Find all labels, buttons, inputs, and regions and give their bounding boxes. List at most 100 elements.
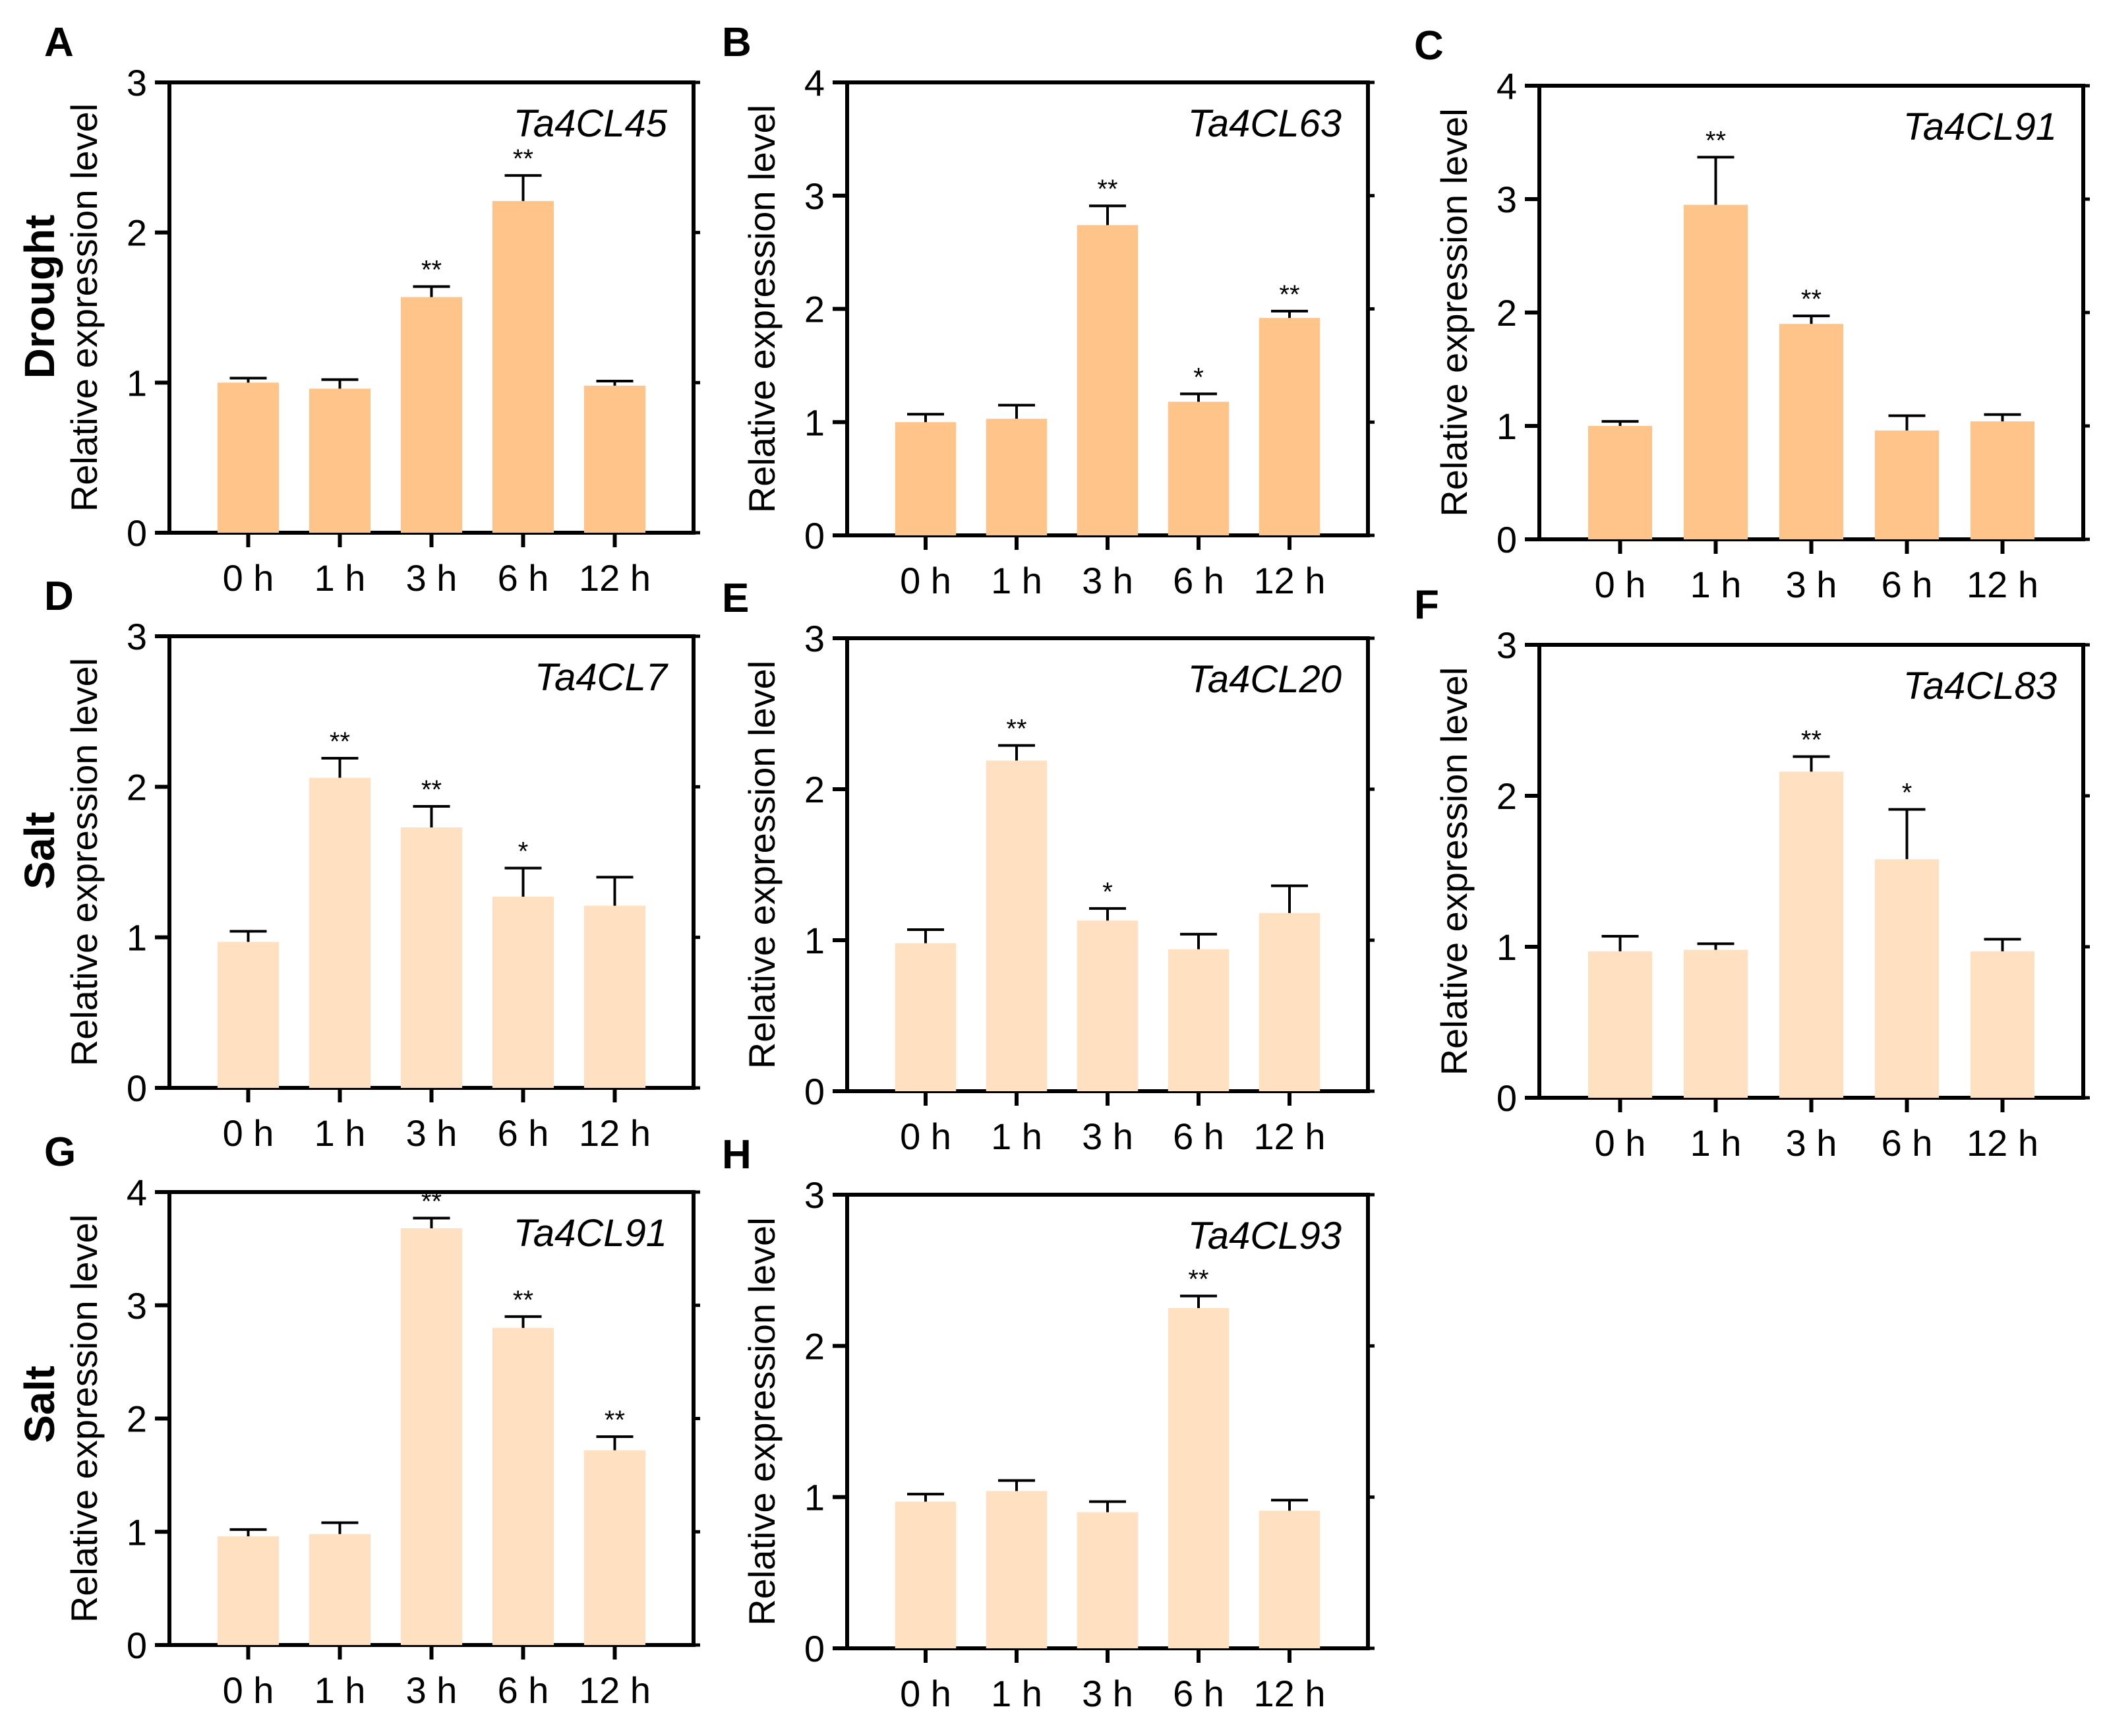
bar — [583, 905, 646, 1088]
panel-letter: A — [44, 20, 74, 65]
x-tick-label: 3 h — [406, 1112, 458, 1154]
x-tick-label: 0 h — [223, 1112, 274, 1154]
bar — [400, 827, 463, 1088]
significance-label: ** — [1705, 126, 1726, 155]
bar — [492, 1328, 554, 1645]
bar — [1168, 402, 1230, 535]
bar — [217, 942, 280, 1088]
x-tick-label: 6 h — [1173, 560, 1224, 601]
chart-title: Ta4CL20 — [1188, 658, 1342, 701]
y-tick-label: 4 — [127, 1172, 147, 1213]
x-tick-label: 0 h — [223, 557, 274, 599]
panel-f: F 0 1 2 3 Relative expression level Ta4CL83 0 h… — [1414, 582, 2090, 1164]
y-tick-label: 3 — [804, 618, 825, 659]
chart-title: Ta4CL93 — [1188, 1214, 1342, 1257]
row-label-drought: Drought — [16, 215, 63, 379]
significance-label: ** — [421, 775, 442, 804]
x-tick-label: 0 h — [223, 1669, 274, 1711]
bar — [1970, 421, 2035, 539]
y-axis-label: Relative expression level — [1433, 667, 1475, 1075]
significance-label: ** — [421, 1187, 442, 1216]
bar — [986, 1491, 1048, 1648]
y-tick-label: 2 — [1497, 775, 1517, 817]
bar — [217, 1536, 280, 1645]
x-tick-label: 3 h — [406, 1669, 458, 1711]
chart-title: Ta4CL7 — [535, 656, 669, 699]
panel-letter: D — [44, 574, 74, 619]
chart-title: Ta4CL63 — [1188, 102, 1342, 145]
row-label-salt-2: Salt — [16, 1365, 63, 1443]
x-tick-label: 6 h — [1882, 1122, 1933, 1164]
bar — [217, 382, 280, 533]
y-axis-label: Relative expression level — [63, 658, 105, 1066]
bar — [895, 943, 957, 1091]
y-tick-label: 3 — [1497, 179, 1517, 220]
x-tick-label: 3 h — [1082, 560, 1133, 601]
bar — [1779, 324, 1844, 539]
bar — [986, 419, 1048, 535]
bar — [492, 200, 554, 533]
x-tick-label: 12 h — [1254, 1673, 1326, 1714]
x-tick-label: 6 h — [1173, 1673, 1224, 1714]
bar — [1259, 1511, 1320, 1648]
bar — [1587, 426, 1653, 539]
x-tick-label: 1 h — [314, 1112, 366, 1154]
y-axis-label: Relative expression level — [741, 105, 783, 513]
y-tick-label: 0 — [804, 1628, 825, 1669]
significance-label: ** — [1801, 285, 1822, 314]
significance-label: ** — [1006, 715, 1026, 744]
x-tick-label: 0 h — [900, 560, 951, 601]
significance-label: * — [518, 837, 529, 866]
x-tick-label: 6 h — [1173, 1116, 1224, 1157]
significance-label: ** — [1801, 725, 1822, 754]
y-tick-label: 2 — [127, 766, 147, 808]
y-tick-label: 3 — [127, 616, 147, 657]
panel-b: B 0 1 2 3 4 Relative expression level Ta4CL63 0 … — [722, 20, 1375, 601]
significance-label: ** — [1279, 280, 1299, 309]
y-tick-label: 2 — [804, 289, 825, 330]
panel-c: C 0 1 2 3 4 Relative expression level Ta4CL91 0 … — [1414, 23, 2090, 605]
y-tick-label: 0 — [127, 1625, 147, 1666]
x-tick-label: 3 h — [406, 557, 458, 599]
y-tick-label: 4 — [804, 62, 825, 104]
bar — [1779, 771, 1844, 1098]
x-tick-label: 12 h — [1254, 560, 1326, 601]
panel-letter: G — [44, 1129, 76, 1175]
x-tick-label: 6 h — [1882, 564, 1933, 605]
y-tick-label: 1 — [1497, 926, 1517, 968]
panel-letter: E — [722, 576, 749, 621]
y-tick-label: 3 — [127, 62, 147, 104]
bar — [583, 1450, 646, 1645]
x-tick-label: 1 h — [1690, 564, 1742, 605]
x-tick-label: 3 h — [1786, 564, 1837, 605]
x-tick-label: 1 h — [991, 1116, 1042, 1157]
bar — [1683, 204, 1748, 539]
y-tick-label: 0 — [1497, 519, 1517, 560]
panel-e: E 0 1 2 3 Relative expression level Ta4CL20 0 h… — [722, 576, 1375, 1157]
y-tick-label: 4 — [1497, 65, 1517, 107]
x-tick-label: 0 h — [900, 1116, 951, 1157]
y-tick-label: 3 — [127, 1285, 147, 1327]
bar — [1259, 318, 1320, 535]
y-tick-label: 0 — [127, 1067, 147, 1109]
significance-label: ** — [1097, 175, 1117, 204]
bar — [1077, 225, 1139, 535]
x-tick-label: 1 h — [314, 557, 366, 599]
x-tick-label: 6 h — [498, 1112, 549, 1154]
panel-letter: C — [1414, 23, 1444, 69]
x-tick-label: 3 h — [1786, 1122, 1837, 1164]
bar — [1168, 949, 1230, 1091]
chart-title: Ta4CL91 — [1903, 105, 2057, 148]
y-tick-label: 0 — [127, 512, 147, 554]
panels-group: A 0 1 2 3 Relative expression level Ta4CL45 0 h… — [44, 20, 2090, 1714]
panel-h: H 0 1 2 3 Relative expression level Ta4CL93 0 h… — [722, 1132, 1375, 1714]
y-tick-label: 0 — [1497, 1077, 1517, 1119]
bar — [492, 897, 554, 1088]
chart-title: Ta4CL45 — [514, 102, 668, 145]
y-tick-label: 1 — [127, 1511, 147, 1553]
y-axis-label: Relative expression level — [63, 104, 105, 512]
significance-label: * — [1902, 779, 1912, 808]
y-tick-label: 1 — [804, 402, 825, 443]
x-tick-label: 1 h — [991, 1673, 1042, 1714]
x-tick-label: 0 h — [1595, 1122, 1646, 1164]
